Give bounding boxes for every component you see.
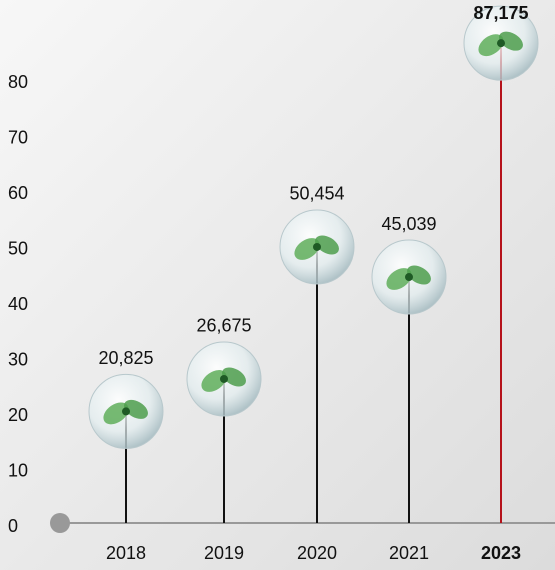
value-label: 50,454 (289, 184, 344, 204)
x-tick-label: 2020 (297, 543, 337, 563)
y-tick-label: 20 (8, 405, 28, 425)
leaf (499, 31, 523, 51)
value-label: 26,675 (196, 316, 251, 336)
y-tick-label: 30 (8, 349, 28, 369)
leaf (407, 265, 431, 285)
y-tick-label: 50 (8, 238, 28, 258)
axis-origin (50, 513, 70, 533)
point (122, 407, 130, 416)
value-label: 87,175 (473, 3, 528, 23)
y-tick-label: 40 (8, 294, 28, 314)
x-tick-label: 2023 (481, 543, 521, 563)
leaf (478, 34, 504, 57)
value-label: 45,039 (381, 214, 436, 234)
x-tick-label: 2021 (389, 543, 429, 563)
y-tick-label: 10 (8, 460, 28, 480)
y-tick-label: 0 (8, 516, 18, 536)
point (405, 273, 413, 282)
leaf (222, 367, 246, 387)
x-tick-label: 2019 (204, 543, 244, 563)
point (220, 374, 228, 383)
leaf (124, 399, 148, 419)
point (497, 39, 505, 48)
y-tick-label: 60 (8, 183, 28, 203)
leaf (103, 402, 129, 425)
leaf (294, 238, 320, 260)
x-tick-label: 2018 (106, 543, 146, 563)
leaf (201, 370, 227, 392)
value-label: 20,825 (98, 348, 153, 368)
y-tick-label: 80 (8, 72, 28, 92)
leaf (386, 268, 412, 290)
leaf (315, 235, 339, 255)
y-tick-label: 70 (8, 127, 28, 147)
point (313, 242, 321, 251)
